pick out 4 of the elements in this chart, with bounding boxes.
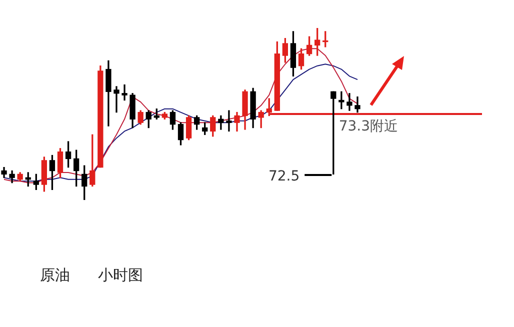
text: 小时图 — [98, 266, 143, 285]
ref-line-label: 73.3附近 — [338, 118, 398, 135]
text: 原油 — [40, 266, 70, 285]
annotation: 72.5 — [268, 168, 300, 185]
